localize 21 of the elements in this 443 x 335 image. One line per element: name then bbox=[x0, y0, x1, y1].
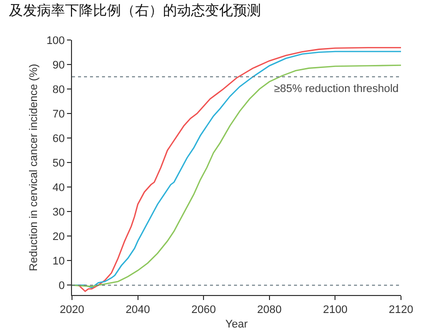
y-tick-label: 70 bbox=[52, 108, 65, 120]
y-tick-label: 100 bbox=[46, 34, 65, 47]
y-tick-label: 0 bbox=[58, 280, 65, 292]
y-tick-label: 60 bbox=[52, 132, 65, 145]
x-tick-label: 2100 bbox=[322, 304, 348, 316]
y-axis-title: Reduction in cervical cancer incidence (%) bbox=[28, 64, 40, 272]
x-tick-label: 2080 bbox=[257, 304, 282, 316]
y-tick-label: 30 bbox=[52, 206, 65, 218]
x-tick-label: 2120 bbox=[388, 304, 414, 316]
y-tick-label: 90 bbox=[52, 59, 65, 72]
x-tick-label: 2020 bbox=[60, 304, 84, 316]
x-tick-label: 2060 bbox=[191, 304, 216, 316]
chart-title: 及发病率下降比例（右）的动态变化预测 bbox=[8, 2, 261, 19]
y-tick-label: 50 bbox=[52, 157, 65, 170]
y-tick-label: 10 bbox=[52, 256, 65, 268]
x-tick-label: 2040 bbox=[126, 304, 150, 316]
y-tick-label: 20 bbox=[52, 231, 65, 243]
y-tick-label: 40 bbox=[52, 182, 65, 194]
ref-line-label: ≥85% reduction threshold bbox=[274, 83, 399, 95]
x-axis-title: Year bbox=[225, 318, 248, 330]
y-tick-label: 80 bbox=[52, 84, 65, 96]
